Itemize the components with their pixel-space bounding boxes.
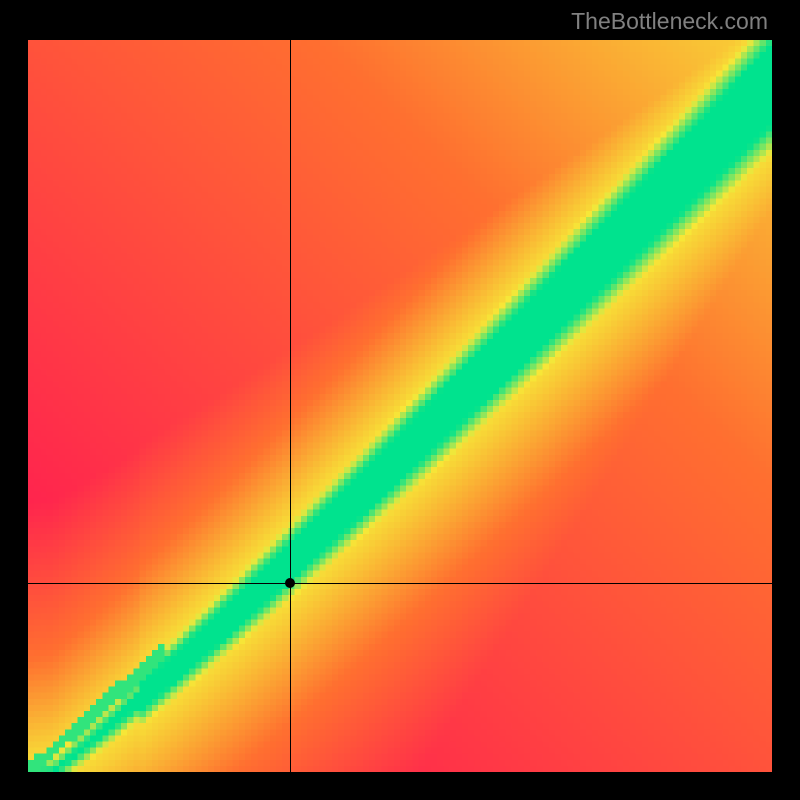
heatmap-plot: [28, 40, 772, 772]
marker-dot: [285, 578, 295, 588]
crosshair-horizontal: [28, 583, 772, 584]
crosshair-vertical: [290, 40, 291, 772]
heatmap-canvas: [28, 40, 772, 772]
watermark-text: TheBottleneck.com: [571, 8, 768, 35]
